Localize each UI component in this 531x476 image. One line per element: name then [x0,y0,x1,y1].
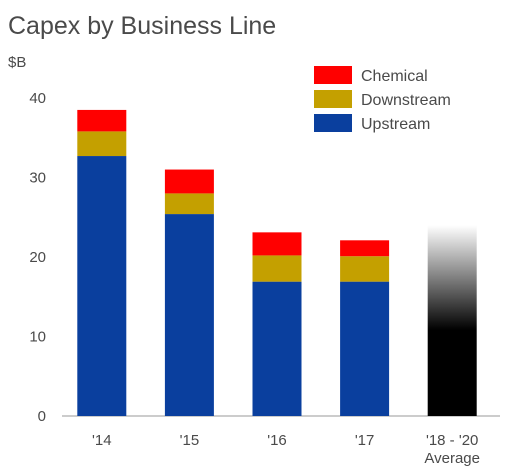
legend-swatch-upstream [314,114,352,132]
legend-swatch-chemical [314,66,352,84]
bar-downstream-1 [164,193,214,215]
legend-label-downstream: Downstream [361,92,451,109]
bar-upstream-0 [77,156,127,416]
x-tick-label: '15 [180,432,200,449]
chart-title: Capex by Business Line [8,12,277,40]
x-tick-label: '17 [355,432,375,449]
x-tick-label: Average [424,450,480,467]
y-axis-label: $B [8,54,26,71]
x-tick-label: '18 - '20 [426,432,478,449]
bar-chemical-2 [252,232,302,256]
bar-upstream-1 [164,214,214,416]
bar-downstream-3 [340,256,390,282]
x-tick-label: '16 [267,432,287,449]
legend-swatch-downstream [314,90,352,108]
legend-label-upstream: Upstream [361,116,430,133]
bar-downstream-0 [77,131,127,157]
bar-chemical-3 [340,240,390,257]
bar-upstream-3 [340,281,390,416]
bar-chemical-1 [164,169,214,194]
y-tick-label: 10 [29,329,46,346]
y-tick-label: 20 [29,249,46,266]
x-tick-label: '14 [92,432,112,449]
bar-chemical-0 [77,109,127,132]
y-tick-label: 30 [29,170,46,187]
legend-label-chemical: Chemical [361,68,428,85]
bar-downstream-2 [252,255,302,282]
y-tick-label: 0 [38,408,46,425]
bar-average-gradient [427,225,477,416]
bar-upstream-2 [252,281,302,416]
y-tick-label: 40 [29,90,46,107]
